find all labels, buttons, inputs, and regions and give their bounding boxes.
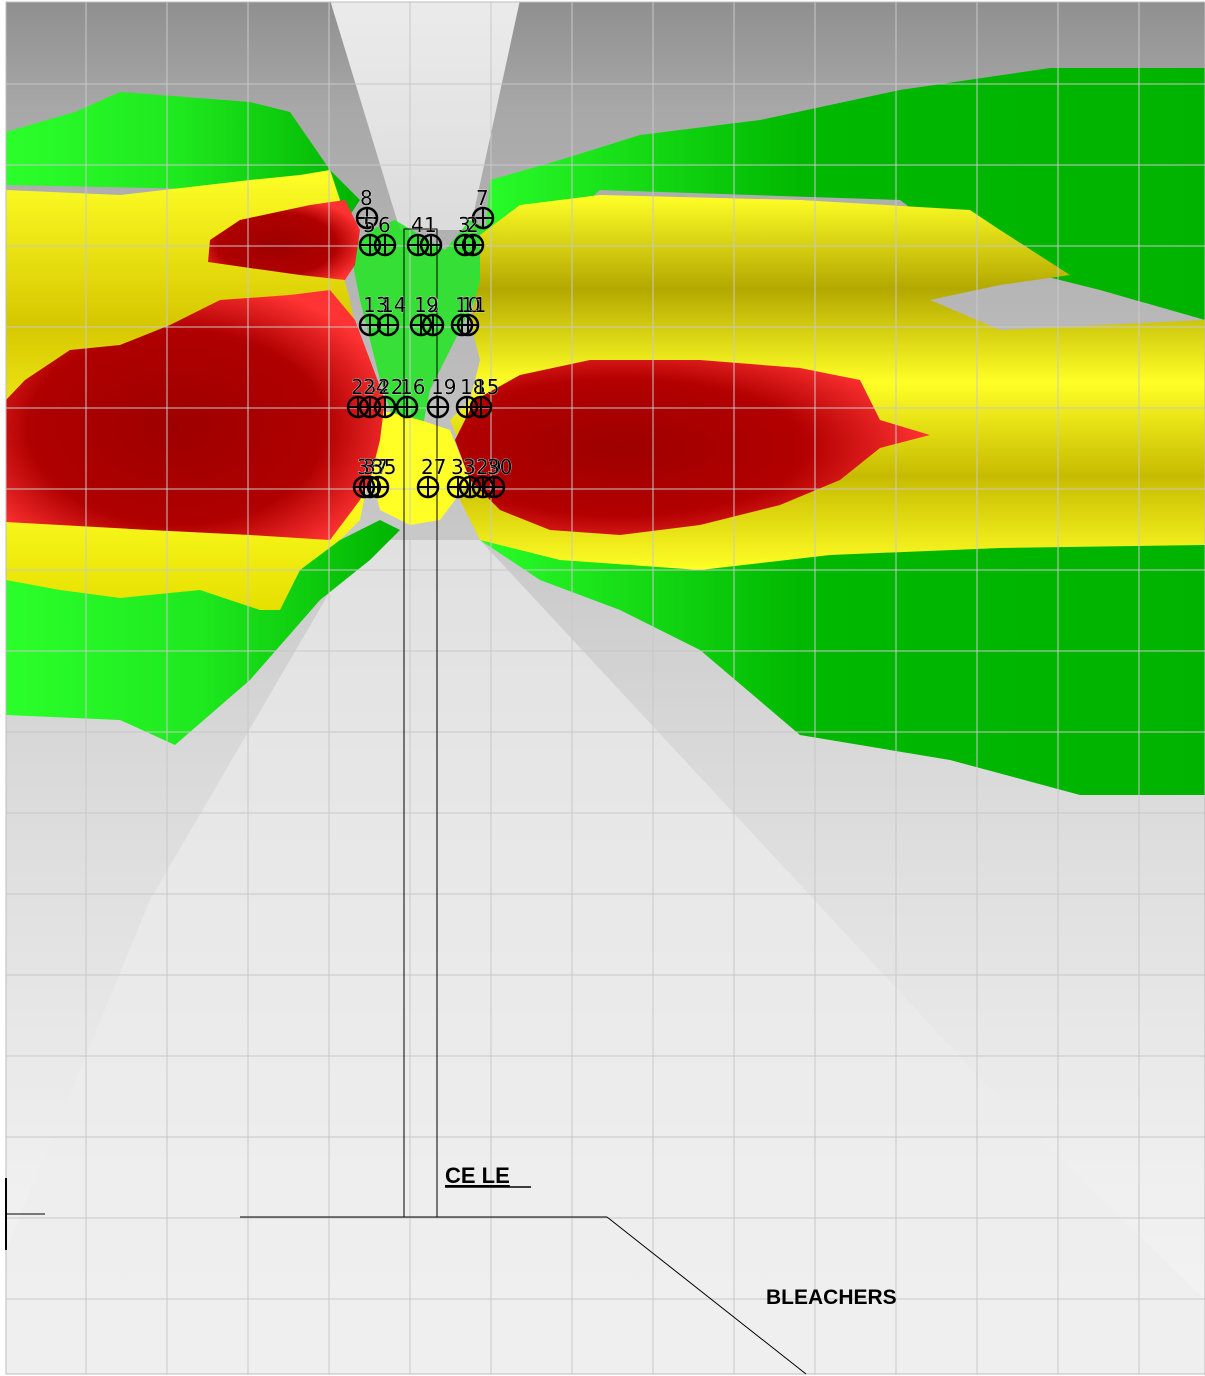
fixture-number: 12 bbox=[414, 293, 439, 317]
light-fan-bottom bbox=[6, 540, 1205, 1374]
fixture-marker-13: 13 bbox=[358, 293, 389, 337]
fixture-marker-36: 36 bbox=[352, 455, 383, 499]
fixture-marker-12: 12 bbox=[409, 293, 440, 337]
fixture-number: 16 bbox=[400, 375, 425, 399]
fixture-marker-5: 5 bbox=[358, 213, 382, 257]
map-frame bbox=[5, 1, 1205, 1375]
fixture-number: 15 bbox=[474, 375, 499, 399]
fixture-number: 11 bbox=[461, 293, 486, 317]
fixture-marker-29: 29 bbox=[471, 455, 502, 499]
fixture-number: 33 bbox=[451, 455, 476, 479]
fixture-number: 32 bbox=[463, 455, 488, 479]
fixture-number: 37 bbox=[363, 455, 388, 479]
crosshair-icon bbox=[421, 313, 445, 337]
crosshair-icon bbox=[426, 395, 450, 419]
fixture-marker-8: 8 bbox=[355, 186, 379, 230]
fixture-marker-22: 22 bbox=[373, 375, 404, 419]
fixture-number: 30 bbox=[487, 455, 512, 479]
crosshair-icon bbox=[366, 475, 390, 499]
fixture-marker-37: 37 bbox=[358, 455, 389, 499]
fixture-marker-4: 4 bbox=[406, 213, 430, 257]
red-zone-left-main bbox=[6, 290, 385, 540]
fixture-number: 36 bbox=[357, 455, 382, 479]
fixture-marker-6: 6 bbox=[373, 213, 397, 257]
yellow-zone-center bbox=[370, 410, 470, 525]
crosshair-icon bbox=[469, 395, 493, 419]
fixture-number: 35 bbox=[371, 455, 396, 479]
fixture-marker-23: 23 bbox=[346, 375, 377, 419]
red-zone-left-upper bbox=[208, 200, 360, 280]
crosshair-icon bbox=[416, 475, 440, 499]
fixture-marker-14: 14 bbox=[376, 293, 407, 337]
crosshair-icon bbox=[482, 475, 506, 499]
fixture-number: 18 bbox=[460, 375, 485, 399]
fixture-number: 14 bbox=[381, 293, 406, 317]
fixture-marker-16: 16 bbox=[395, 375, 426, 419]
fixture-marker-27: 27 bbox=[416, 455, 447, 499]
fixture-marker-7: 7 bbox=[471, 186, 495, 230]
crosshair-icon bbox=[376, 313, 400, 337]
fixture-marker-35: 35 bbox=[366, 455, 397, 499]
fixture-number: 13 bbox=[363, 293, 388, 317]
fixture-number: 1 bbox=[424, 213, 437, 237]
fixture-marker-32: 32 bbox=[458, 455, 489, 499]
fixture-marker-11: 11 bbox=[456, 293, 487, 337]
fixture-number: 6 bbox=[378, 213, 391, 237]
fixture-number: 23 bbox=[351, 375, 376, 399]
fixture-number: 27 bbox=[421, 455, 446, 479]
fixture-marker-33: 33 bbox=[446, 455, 477, 499]
fixture-number: 5 bbox=[363, 213, 376, 237]
fixture-number: 2 bbox=[466, 213, 479, 237]
fixture-marker-30: 30 bbox=[482, 455, 513, 499]
bleachers-edge-line bbox=[606, 1216, 807, 1375]
fixture-marker-19: 19 bbox=[426, 375, 457, 419]
fixture-marker-9: 9 bbox=[421, 293, 445, 337]
fixture-number: 3 bbox=[458, 213, 471, 237]
fixture-marker-3: 3 bbox=[453, 213, 477, 257]
grid-lines bbox=[6, 2, 1205, 1374]
fixture-number: 10 bbox=[455, 293, 480, 317]
crosshair-icon bbox=[395, 395, 419, 419]
center-line-label: CE LE bbox=[445, 1163, 510, 1188]
fixture-marker-2: 2 bbox=[461, 213, 485, 257]
fixture-number: 22 bbox=[378, 375, 403, 399]
fixture-marker-18: 18 bbox=[455, 375, 486, 419]
fixture-number: 8 bbox=[360, 186, 373, 210]
green-zone-left-lower bbox=[6, 520, 400, 745]
crosshair-icon bbox=[456, 313, 480, 337]
fixture-marker-24: 24 bbox=[358, 375, 389, 419]
fixture-number: 9 bbox=[426, 293, 439, 317]
fixture-number: 7 bbox=[476, 186, 489, 210]
fixture-number: 19 bbox=[431, 375, 456, 399]
fixture-number: 24 bbox=[363, 375, 388, 399]
fixture-marker-1: 1 bbox=[419, 213, 443, 257]
fixture-number: 4 bbox=[411, 213, 424, 237]
crosshair-icon bbox=[373, 233, 397, 257]
crosshair-icon bbox=[461, 233, 485, 257]
light-beam-top bbox=[330, 2, 520, 230]
fixture-marker-15: 15 bbox=[469, 375, 500, 419]
bleachers-label: BLEACHERS bbox=[766, 1286, 897, 1309]
crosshair-icon bbox=[373, 395, 397, 419]
crosshair-icon bbox=[419, 233, 443, 257]
fixture-marker-10: 10 bbox=[450, 293, 481, 337]
red-zone-right bbox=[455, 360, 930, 535]
fixture-number: 29 bbox=[476, 455, 501, 479]
